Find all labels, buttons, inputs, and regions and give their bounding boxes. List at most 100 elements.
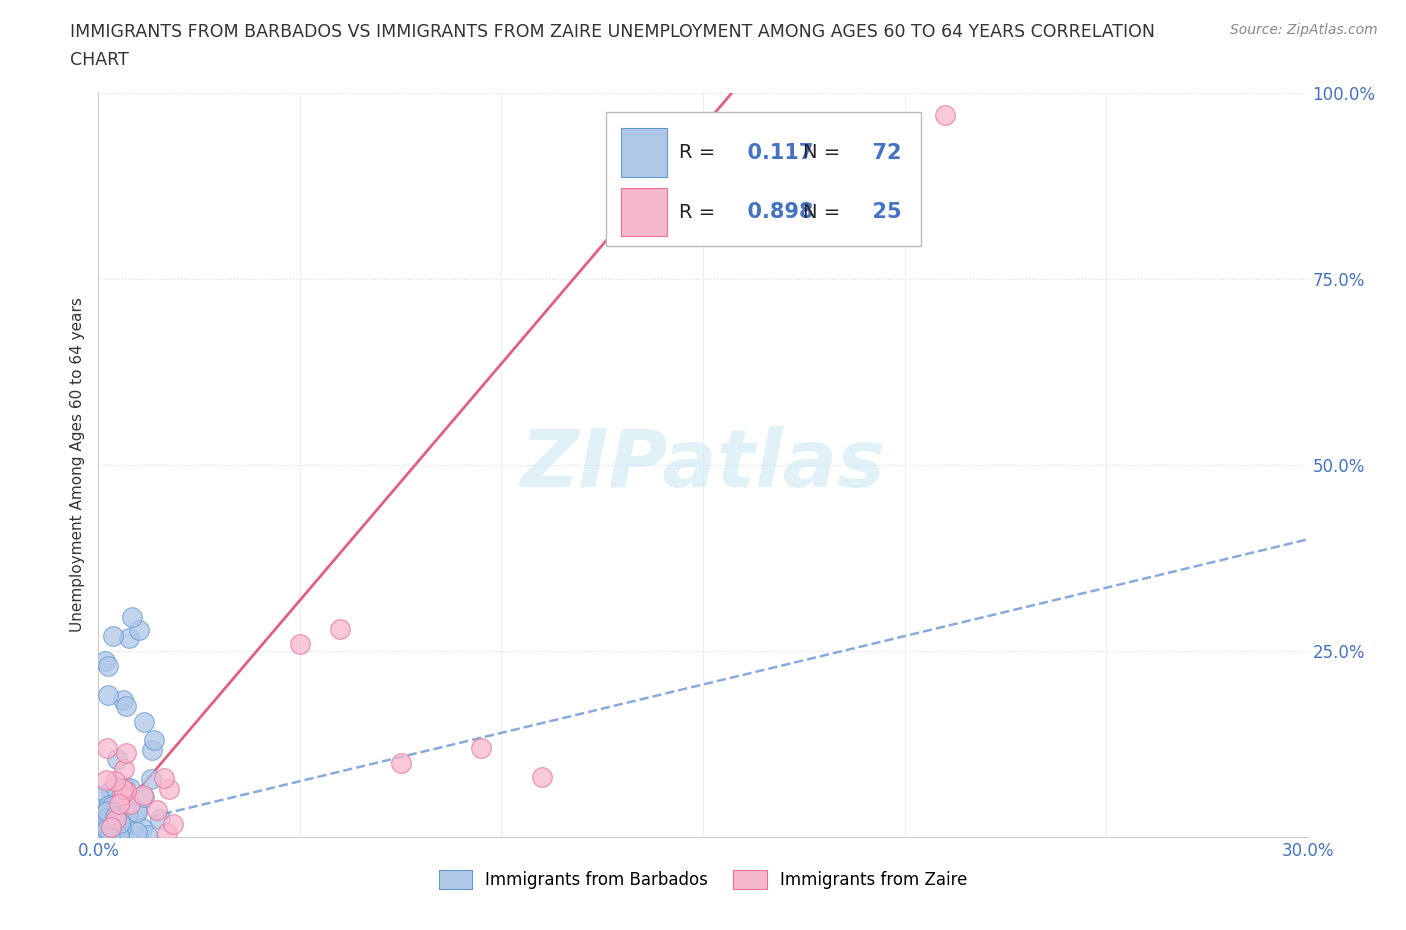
Point (104, 774, 127, 789)
Text: N =: N = (803, 203, 841, 221)
Point (120, 796, 142, 811)
Point (104, 811, 127, 826)
Point (134, 714, 156, 729)
Point (110, 788, 132, 803)
Point (105, 751, 128, 766)
Point (90, 827, 112, 842)
Point (104, 780, 127, 795)
Point (97, 797, 120, 812)
Point (100, 783, 122, 798)
Point (111, 788, 134, 803)
Bar (621, 188, 666, 236)
Legend: Immigrants from Barbados, Immigrants from Zaire: Immigrants from Barbados, Immigrants fro… (432, 863, 974, 896)
Bar (621, 128, 666, 177)
Text: CHART: CHART (70, 51, 129, 69)
Point (112, 762, 135, 777)
Point (97, 824, 120, 839)
Point (104, 808, 127, 823)
Point (91, 828, 114, 843)
Text: ZIPatlas: ZIPatlas (520, 426, 886, 504)
Point (108, 829, 131, 844)
Point (98, 813, 121, 828)
Point (117, 805, 139, 820)
Point (100, 824, 122, 839)
Point (101, 629, 124, 644)
Text: 72: 72 (858, 142, 901, 163)
Point (121, 609, 143, 624)
Point (105, 826, 128, 841)
Point (108, 818, 131, 833)
Point (134, 790, 156, 804)
Point (115, 784, 138, 799)
Point (162, 817, 184, 831)
Point (94, 813, 117, 828)
Point (288, 636, 311, 651)
Point (111, 828, 134, 843)
Point (97, 806, 120, 821)
Text: 0.117: 0.117 (734, 142, 814, 163)
Point (118, 780, 141, 795)
Point (94, 787, 117, 802)
Point (103, 819, 125, 834)
Point (128, 622, 150, 637)
Point (153, 770, 176, 785)
Point (530, 770, 553, 785)
Point (115, 699, 138, 714)
Point (111, 781, 134, 796)
Point (94, 654, 117, 669)
Point (96, 740, 118, 755)
FancyBboxPatch shape (606, 112, 921, 246)
Point (96, 804, 118, 818)
Point (156, 826, 179, 841)
Point (89, 809, 111, 824)
Y-axis label: Unemployment Among Ages 60 to 64 years: Unemployment Among Ages 60 to 64 years (69, 298, 84, 632)
Text: 0.898: 0.898 (734, 202, 814, 222)
Point (89, 802, 111, 817)
Point (470, 740, 492, 755)
Point (111, 693, 134, 708)
Point (98, 821, 121, 836)
Point (97, 687, 120, 702)
Point (93, 824, 115, 839)
Point (105, 807, 128, 822)
Point (131, 820, 153, 835)
Point (934, 108, 956, 123)
Text: R =: R = (679, 143, 716, 162)
Point (97, 658, 120, 673)
Point (98, 830, 121, 844)
Point (141, 743, 163, 758)
Point (93, 829, 115, 844)
Point (101, 799, 124, 814)
Point (127, 824, 149, 839)
Point (105, 812, 128, 827)
Point (125, 804, 148, 819)
Point (114, 745, 136, 760)
Point (94, 807, 117, 822)
Point (389, 755, 412, 770)
Point (157, 781, 180, 796)
Point (96, 810, 118, 825)
Point (108, 816, 131, 830)
Point (139, 771, 162, 786)
Point (89, 829, 111, 844)
Point (114, 779, 136, 794)
Point (94, 806, 117, 821)
Point (93, 825, 115, 840)
Point (329, 621, 352, 636)
Point (135, 828, 157, 843)
Point (127, 803, 149, 817)
Point (93, 820, 115, 835)
Point (94, 827, 117, 842)
Point (107, 797, 129, 812)
Point (97, 814, 120, 829)
Point (90, 821, 112, 836)
Point (146, 803, 169, 817)
Text: R =: R = (679, 203, 716, 221)
Point (89, 830, 111, 844)
Text: N =: N = (803, 143, 841, 162)
Text: 25: 25 (858, 202, 901, 222)
Point (110, 820, 132, 835)
Text: IMMIGRANTS FROM BARBADOS VS IMMIGRANTS FROM ZAIRE UNEMPLOYMENT AMONG AGES 60 TO : IMMIGRANTS FROM BARBADOS VS IMMIGRANTS F… (70, 23, 1156, 41)
Point (118, 631, 141, 645)
Point (100, 819, 122, 834)
